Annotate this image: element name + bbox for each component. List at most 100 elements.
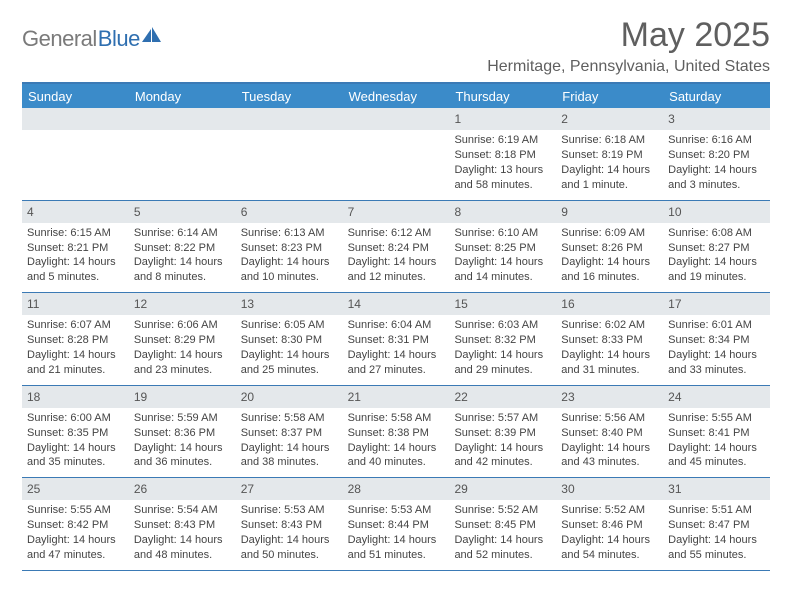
day-detail-line: Sunset: 8:42 PM [27, 518, 125, 533]
day-detail-line: Sunrise: 6:01 AM [668, 318, 766, 333]
day-detail-line: Sunset: 8:26 PM [561, 241, 659, 256]
calendar-day: 10Sunrise: 6:08 AMSunset: 8:27 PMDayligh… [663, 201, 770, 293]
day-number: 24 [663, 386, 770, 408]
day-detail-line: Sunrise: 5:55 AM [27, 503, 125, 518]
day-detail-line: Sunset: 8:31 PM [348, 333, 446, 348]
calendar-day: 22Sunrise: 5:57 AMSunset: 8:39 PMDayligh… [449, 386, 556, 478]
day-details: Sunrise: 6:07 AMSunset: 8:28 PMDaylight:… [22, 318, 129, 377]
day-details: Sunrise: 5:59 AMSunset: 8:36 PMDaylight:… [129, 411, 236, 470]
location: Hermitage, Pennsylvania, United States [487, 58, 770, 76]
day-detail-line: Sunrise: 6:04 AM [348, 318, 446, 333]
day-number: 17 [663, 293, 770, 315]
calendar-day: 18Sunrise: 6:00 AMSunset: 8:35 PMDayligh… [22, 386, 129, 478]
day-detail-line: and 55 minutes. [668, 548, 766, 563]
calendar-day: 6Sunrise: 6:13 AMSunset: 8:23 PMDaylight… [236, 201, 343, 293]
day-detail-line: Sunrise: 6:18 AM [561, 133, 659, 148]
day-detail-line: Daylight: 14 hours [348, 255, 446, 270]
day-details: Sunrise: 6:08 AMSunset: 8:27 PMDaylight:… [663, 226, 770, 285]
day-detail-line: Daylight: 14 hours [27, 441, 125, 456]
calendar-day: 17 Sunrise: 6:01 AMSunset: 8:34 PMDayligh… [663, 293, 770, 385]
day-detail-line: Sunrise: 6:08 AM [668, 226, 766, 241]
day-detail-line: and 21 minutes. [27, 363, 125, 378]
day-detail-line: Sunset: 8:43 PM [134, 518, 232, 533]
day-detail-line: Sunrise: 6:16 AM [668, 133, 766, 148]
day-detail-line: Daylight: 14 hours [561, 163, 659, 178]
day-number: 5 [129, 201, 236, 223]
day-detail-line: Daylight: 13 hours [454, 163, 552, 178]
calendar-week: 18Sunrise: 6:00 AMSunset: 8:35 PMDayligh… [22, 386, 770, 479]
day-number: 22 [449, 386, 556, 408]
day-detail-line: Sunset: 8:44 PM [348, 518, 446, 533]
logo: General Blue [22, 18, 162, 52]
calendar-day: 26Sunrise: 5:54 AMSunset: 8:43 PMDayligh… [129, 478, 236, 570]
day-details: Sunrise: 6:16 AMSunset: 8:20 PMDaylight:… [663, 133, 770, 192]
day-detail-line: Sunrise: 5:51 AM [668, 503, 766, 518]
day-details: Sunrise: 5:52 AMSunset: 8:45 PMDaylight:… [449, 503, 556, 562]
calendar-week: 4Sunrise: 6:15 AMSunset: 8:21 PMDaylight… [22, 201, 770, 294]
day-detail-line: and 5 minutes. [27, 270, 125, 285]
day-detail-line: Sunrise: 6:15 AM [27, 226, 125, 241]
day-detail-line: Sunset: 8:34 PM [668, 333, 766, 348]
calendar-day: 14Sunrise: 6:04 AMSunset: 8:31 PMDayligh… [343, 293, 450, 385]
day-details: Sunrise: 6:05 AMSunset: 8:30 PMDaylight:… [236, 318, 343, 377]
day-detail-line: Sunrise: 6:13 AM [241, 226, 339, 241]
day-detail-line: and 35 minutes. [27, 455, 125, 470]
day-details: Sunrise: 6:00 AMSunset: 8:35 PMDaylight:… [22, 411, 129, 470]
day-details: Sunrise: 6:14 AMSunset: 8:22 PMDaylight:… [129, 226, 236, 285]
day-detail-line: Sunrise: 5:56 AM [561, 411, 659, 426]
day-detail-line: Daylight: 14 hours [27, 533, 125, 548]
day-number: 6 [236, 201, 343, 223]
day-detail-line: Sunrise: 6:19 AM [454, 133, 552, 148]
day-detail-line: Sunrise: 5:54 AM [134, 503, 232, 518]
day-detail-line: Sunset: 8:33 PM [561, 333, 659, 348]
day-detail-line: Sunrise: 6:12 AM [348, 226, 446, 241]
day-details: Sunrise: 6:01 AMSunset: 8:34 PMDaylight:… [663, 318, 770, 377]
day-number: . [129, 108, 236, 130]
day-detail-line: Daylight: 14 hours [241, 533, 339, 548]
day-detail-line: and 33 minutes. [668, 363, 766, 378]
day-detail-line: Sunrise: 5:57 AM [454, 411, 552, 426]
day-detail-line: Sunrise: 6:10 AM [454, 226, 552, 241]
day-detail-line: and 1 minute. [561, 178, 659, 193]
calendar-day: 21Sunrise: 5:58 AMSunset: 8:38 PMDayligh… [343, 386, 450, 478]
day-detail-line: and 51 minutes. [348, 548, 446, 563]
day-detail-line: Daylight: 14 hours [134, 255, 232, 270]
day-detail-line: Daylight: 14 hours [454, 533, 552, 548]
day-detail-line: Sunset: 8:22 PM [134, 241, 232, 256]
day-detail-line: and 8 minutes. [134, 270, 232, 285]
day-details: Sunrise: 6:06 AMSunset: 8:29 PMDaylight:… [129, 318, 236, 377]
day-details: Sunrise: 5:55 AMSunset: 8:41 PMDaylight:… [663, 411, 770, 470]
day-detail-line: and 47 minutes. [27, 548, 125, 563]
day-detail-line: Sunset: 8:39 PM [454, 426, 552, 441]
calendar-day: 27Sunrise: 5:53 AMSunset: 8:43 PMDayligh… [236, 478, 343, 570]
day-detail-line: Sunrise: 6:06 AM [134, 318, 232, 333]
day-details: Sunrise: 6:02 AMSunset: 8:33 PMDaylight:… [556, 318, 663, 377]
day-detail-line: Sunset: 8:18 PM [454, 148, 552, 163]
calendar-week: 25Sunrise: 5:55 AMSunset: 8:42 PMDayligh… [22, 478, 770, 571]
day-detail-line: and 43 minutes. [561, 455, 659, 470]
day-detail-line: Sunset: 8:27 PM [668, 241, 766, 256]
calendar-day: 31Sunrise: 5:51 AMSunset: 8:47 PMDayligh… [663, 478, 770, 570]
day-detail-line: Daylight: 14 hours [134, 441, 232, 456]
day-detail-line: Daylight: 14 hours [241, 255, 339, 270]
day-detail-line: Daylight: 14 hours [241, 348, 339, 363]
calendar-day: 19Sunrise: 5:59 AMSunset: 8:36 PMDayligh… [129, 386, 236, 478]
calendar-day: . [129, 108, 236, 200]
day-detail-line: Daylight: 14 hours [27, 255, 125, 270]
day-number: 3 [663, 108, 770, 130]
day-detail-line: Daylight: 14 hours [134, 533, 232, 548]
day-detail-line: Sunset: 8:32 PM [454, 333, 552, 348]
logo-sail-icon [142, 27, 162, 48]
calendar-day: 13Sunrise: 6:05 AMSunset: 8:30 PMDayligh… [236, 293, 343, 385]
day-detail-line: Sunset: 8:43 PM [241, 518, 339, 533]
calendar-day: 20Sunrise: 5:58 AMSunset: 8:37 PMDayligh… [236, 386, 343, 478]
day-detail-line: Sunset: 8:35 PM [27, 426, 125, 441]
day-detail-line: Sunset: 8:47 PM [668, 518, 766, 533]
day-details: Sunrise: 6:09 AMSunset: 8:26 PMDaylight:… [556, 226, 663, 285]
weekday-label: Wednesday [343, 84, 450, 108]
calendar-week: 11Sunrise: 6:07 AMSunset: 8:28 PMDayligh… [22, 293, 770, 386]
day-details: Sunrise: 5:51 AMSunset: 8:47 PMDaylight:… [663, 503, 770, 562]
day-detail-line: Daylight: 14 hours [668, 163, 766, 178]
calendar-day: 8Sunrise: 6:10 AMSunset: 8:25 PMDaylight… [449, 201, 556, 293]
day-details: Sunrise: 6:03 AMSunset: 8:32 PMDaylight:… [449, 318, 556, 377]
